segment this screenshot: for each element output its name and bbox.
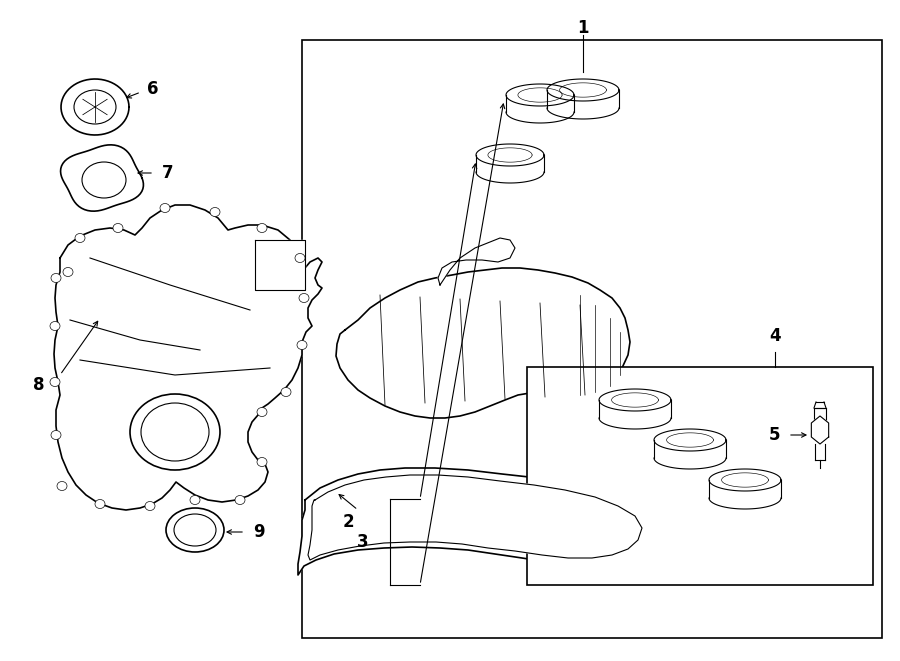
- Polygon shape: [255, 240, 305, 290]
- Ellipse shape: [160, 204, 170, 212]
- Ellipse shape: [50, 321, 60, 330]
- Text: 3: 3: [356, 533, 368, 551]
- Bar: [526, 367, 873, 585]
- Polygon shape: [61, 79, 129, 135]
- Bar: [302, 40, 882, 638]
- Ellipse shape: [295, 254, 305, 262]
- Polygon shape: [308, 475, 642, 560]
- Polygon shape: [54, 205, 322, 510]
- Text: 2: 2: [342, 513, 354, 531]
- Polygon shape: [438, 238, 515, 285]
- Ellipse shape: [235, 496, 245, 504]
- Ellipse shape: [190, 496, 200, 504]
- Ellipse shape: [141, 403, 209, 461]
- Ellipse shape: [63, 268, 73, 276]
- Polygon shape: [60, 145, 143, 211]
- Polygon shape: [599, 389, 671, 411]
- Ellipse shape: [82, 162, 126, 198]
- Ellipse shape: [299, 293, 309, 303]
- Ellipse shape: [281, 387, 291, 397]
- Text: 6: 6: [147, 80, 158, 98]
- Ellipse shape: [113, 223, 123, 233]
- Text: 8: 8: [32, 376, 44, 394]
- Ellipse shape: [51, 430, 61, 440]
- Ellipse shape: [145, 502, 155, 510]
- Ellipse shape: [210, 208, 220, 217]
- Ellipse shape: [51, 274, 61, 282]
- Polygon shape: [298, 468, 662, 575]
- Polygon shape: [476, 144, 544, 166]
- Ellipse shape: [74, 90, 116, 124]
- Ellipse shape: [130, 394, 220, 470]
- Ellipse shape: [257, 457, 267, 467]
- Polygon shape: [709, 469, 781, 491]
- Ellipse shape: [257, 223, 267, 233]
- Text: 4: 4: [770, 327, 781, 345]
- Text: 7: 7: [162, 164, 174, 182]
- Text: 1: 1: [577, 19, 589, 37]
- Polygon shape: [506, 84, 574, 106]
- Polygon shape: [654, 429, 726, 451]
- Text: 9: 9: [253, 523, 265, 541]
- Ellipse shape: [50, 377, 60, 387]
- Ellipse shape: [174, 514, 216, 546]
- Ellipse shape: [95, 500, 105, 508]
- Ellipse shape: [257, 407, 267, 416]
- Polygon shape: [547, 79, 619, 101]
- Polygon shape: [336, 268, 630, 418]
- Ellipse shape: [166, 508, 224, 552]
- Ellipse shape: [57, 481, 67, 490]
- Bar: [814, 408, 826, 430]
- Ellipse shape: [297, 340, 307, 350]
- Ellipse shape: [75, 233, 85, 243]
- Text: 5: 5: [769, 426, 780, 444]
- Polygon shape: [811, 416, 829, 444]
